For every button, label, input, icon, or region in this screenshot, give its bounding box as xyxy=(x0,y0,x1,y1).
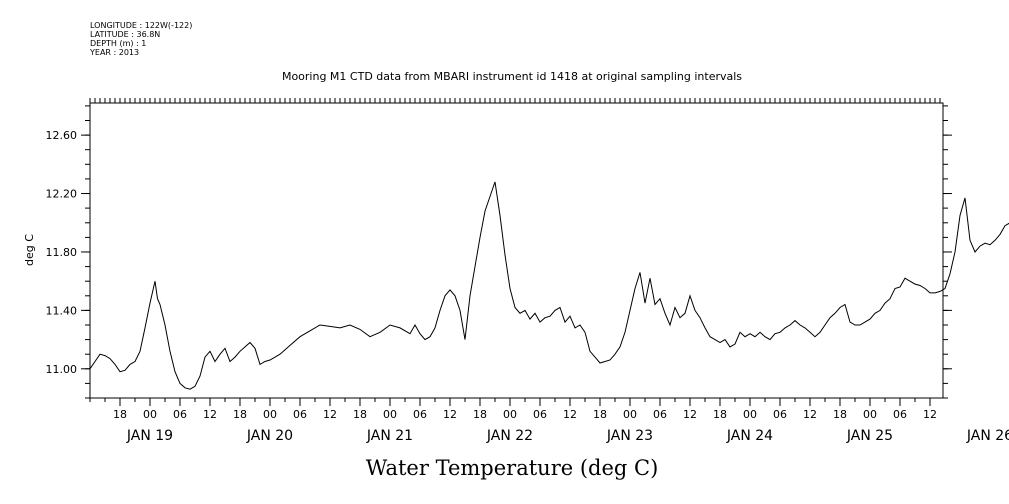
y-tick-label: 11.00 xyxy=(46,363,78,376)
date-label: JAN 19 xyxy=(126,428,173,444)
x-tick-label: 00 xyxy=(743,408,757,421)
x-tick-label: 18 xyxy=(713,408,727,421)
x-tick-label: 00 xyxy=(503,408,517,421)
x-tick-label: 06 xyxy=(413,408,427,421)
x-tick-label: 18 xyxy=(593,408,607,421)
depth-label: DEPTH (m) : 1 xyxy=(90,39,147,48)
x-tick-label: 06 xyxy=(773,408,787,421)
y-tick-label: 11.80 xyxy=(46,246,78,259)
x-tick-label: 18 xyxy=(233,408,247,421)
date-label: JAN 22 xyxy=(486,428,533,444)
x-tick-label: 00 xyxy=(383,408,397,421)
y-tick-label: 11.40 xyxy=(46,304,78,317)
latitude-label: LATITUDE : 36.8N xyxy=(90,30,161,39)
date-label: JAN 26 xyxy=(966,428,1009,444)
date-label: JAN 25 xyxy=(846,428,893,444)
x-tick-label: 06 xyxy=(293,408,307,421)
date-label: JAN 24 xyxy=(726,428,773,444)
x-tick-label: 00 xyxy=(863,408,877,421)
y-tick-label: 12.20 xyxy=(46,188,78,201)
chart-title: Mooring M1 CTD data from MBARI instrumen… xyxy=(282,70,742,83)
x-tick-label: 00 xyxy=(623,408,637,421)
x-axis-label: Water Temperature (deg C) xyxy=(366,456,659,480)
longitude-label: LONGITUDE : 122W(-122) xyxy=(90,21,193,30)
date-label: JAN 23 xyxy=(606,428,653,444)
x-tick-label: 00 xyxy=(143,408,157,421)
y-tick-label: 12.60 xyxy=(46,129,78,142)
x-tick-label: 06 xyxy=(173,408,187,421)
plot-frame xyxy=(89,102,944,399)
x-tick-label: 06 xyxy=(653,408,667,421)
metadata-block: LONGITUDE : 122W(-122) LATITUDE : 36.8N … xyxy=(90,21,192,57)
x-tick-label: 18 xyxy=(833,408,847,421)
x-tick-label: 18 xyxy=(473,408,487,421)
x-axis: 18 00 06 12 18 00 06 12 18 00 06 12 18 00 06 12 18 00 06 12… xyxy=(89,98,1009,444)
y-axis-label: deg C xyxy=(23,234,36,266)
x-tick-label: 12 xyxy=(803,408,817,421)
y-axis: 11.00 11.40 11.80 12.20 12.60 xyxy=(46,105,952,399)
x-tick-label: 12 xyxy=(443,408,457,421)
x-tick-label: 06 xyxy=(893,408,907,421)
series-line xyxy=(89,181,1009,390)
date-label: JAN 20 xyxy=(246,428,293,444)
x-tick-label: 12 xyxy=(923,408,937,421)
date-label: JAN 21 xyxy=(366,428,413,444)
x-tick-label: 06 xyxy=(533,408,547,421)
x-tick-label: 12 xyxy=(323,408,337,421)
year-label: YEAR : 2013 xyxy=(90,48,140,57)
x-tick-label: 18 xyxy=(353,408,367,421)
x-tick-label: 00 xyxy=(263,408,277,421)
x-tick-label: 12 xyxy=(683,408,697,421)
x-tick-label: 18 xyxy=(113,408,127,421)
x-tick-label: 12 xyxy=(203,408,217,421)
x-tick-label: 12 xyxy=(563,408,577,421)
